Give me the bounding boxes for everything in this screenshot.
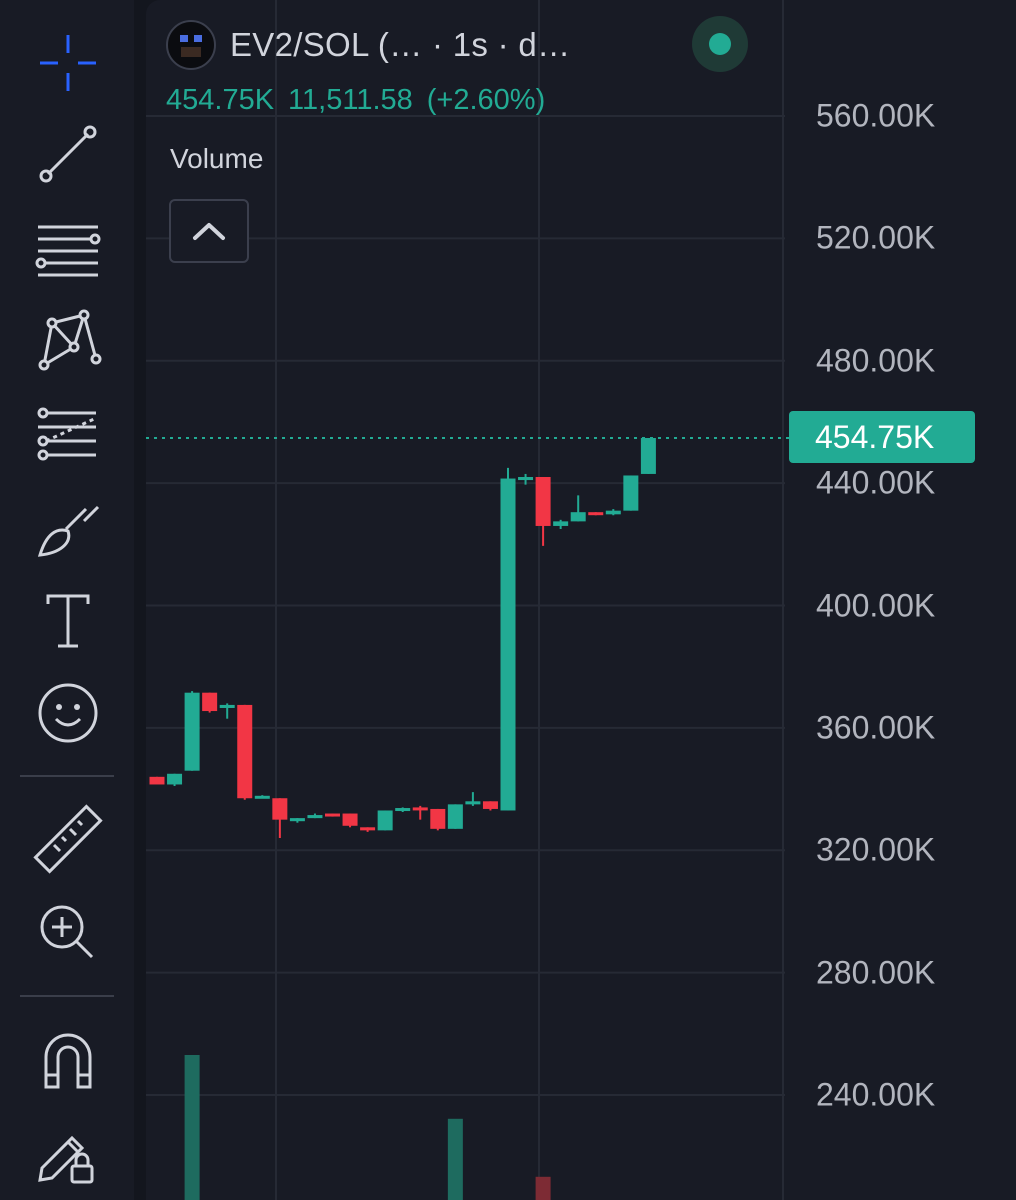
smiley-icon (38, 683, 98, 743)
candle (325, 813, 340, 817)
ruler-tool[interactable] (23, 802, 113, 876)
token-avatar-icon (166, 20, 216, 70)
candle (465, 792, 481, 806)
fib-retracement-icon (37, 407, 96, 461)
candle (482, 801, 498, 811)
trend-line-tool[interactable] (23, 117, 113, 191)
brush-icon (37, 505, 100, 557)
candle (307, 813, 323, 819)
price-axis-tick-label: 280.00K (816, 954, 936, 991)
candle (447, 804, 463, 829)
price-legend: 454.75K 11,511.58 (+2.60%) (166, 84, 559, 117)
symbol-title: EV2/SOL (… · 1s · d… (230, 26, 571, 63)
legend-change-pct: (+2.60%) (426, 84, 546, 116)
magnet-tool[interactable] (23, 1022, 113, 1096)
volume-indicator-label[interactable]: Volume (170, 143, 264, 174)
lock-drawing-tool[interactable] (23, 1115, 113, 1189)
text-icon (46, 594, 90, 648)
candle (219, 703, 235, 719)
pattern-tool[interactable] (23, 302, 113, 376)
crosshair-icon (40, 35, 96, 91)
price-axis-tick-label: 360.00K (816, 709, 936, 746)
collapse-volume-button[interactable] (169, 199, 249, 263)
candle (377, 810, 393, 831)
grid-lines (146, 0, 785, 1200)
toolbar-separator (20, 995, 114, 997)
price-axis-tick-label: 400.00K (816, 587, 936, 623)
candle (202, 692, 218, 713)
volume-bars (184, 1055, 551, 1200)
horizontal-lines-icon (35, 225, 101, 277)
volume-bar (184, 1055, 200, 1200)
legend-change-abs: 11,511.58 (288, 84, 413, 116)
price-axis-tick-label: 240.00K (816, 1076, 936, 1113)
fib-tool[interactable] (23, 398, 113, 472)
candle (518, 473, 534, 485)
brush-tool[interactable] (23, 490, 113, 564)
live-status-indicator[interactable] (692, 16, 748, 72)
chart-panel[interactable] (146, 0, 1016, 1200)
live-status-dot-icon (709, 33, 731, 55)
candle (570, 495, 586, 522)
candle (360, 827, 376, 832)
candle (623, 475, 639, 511)
candle (535, 477, 551, 546)
text-tool[interactable] (23, 583, 113, 657)
volume-bar (535, 1176, 551, 1200)
candle (342, 813, 358, 828)
price-axis-tick-label: 560.00K (816, 97, 936, 134)
candle (149, 776, 165, 785)
candle (289, 818, 305, 823)
last-price-tag: 454.75K (789, 411, 975, 463)
symbol-header[interactable]: EV2/SOL (… · 1s · d… (166, 20, 570, 70)
candle (553, 519, 569, 530)
candle (167, 773, 183, 787)
price-axis-tick-label: 440.00K (816, 464, 936, 501)
volume-bar (447, 1118, 463, 1200)
candle (184, 691, 200, 771)
candle (640, 437, 656, 474)
candle (412, 805, 428, 820)
candle (588, 512, 604, 516)
magnet-icon (44, 1033, 92, 1089)
zoom-in-icon (40, 905, 94, 959)
candle (237, 704, 253, 800)
drawing-toolbar (0, 0, 134, 1200)
crosshair-tool[interactable] (23, 26, 113, 100)
candle (430, 808, 446, 831)
price-axis-tick-label: 520.00K (816, 219, 936, 256)
toolbar-separator (20, 775, 114, 777)
candle (605, 509, 621, 516)
price-axis-tick-label: 320.00K (816, 831, 936, 868)
candle (500, 467, 516, 811)
trend-line-icon (39, 125, 97, 183)
xabcd-pattern-icon (38, 309, 102, 371)
candle (272, 798, 288, 839)
chevron-up-icon (193, 223, 225, 240)
zoom-tool[interactable] (23, 896, 113, 970)
candlesticks (149, 437, 656, 839)
candle (395, 807, 411, 813)
legend-last-price: 454.75K (166, 84, 275, 116)
candle (254, 795, 270, 799)
price-axis-tick-label: 480.00K (816, 342, 936, 379)
horizontal-lines-tool[interactable] (23, 210, 113, 284)
emoji-tool[interactable] (23, 676, 113, 750)
pencil-lock-icon (38, 1135, 94, 1184)
ruler-icon (33, 804, 103, 874)
